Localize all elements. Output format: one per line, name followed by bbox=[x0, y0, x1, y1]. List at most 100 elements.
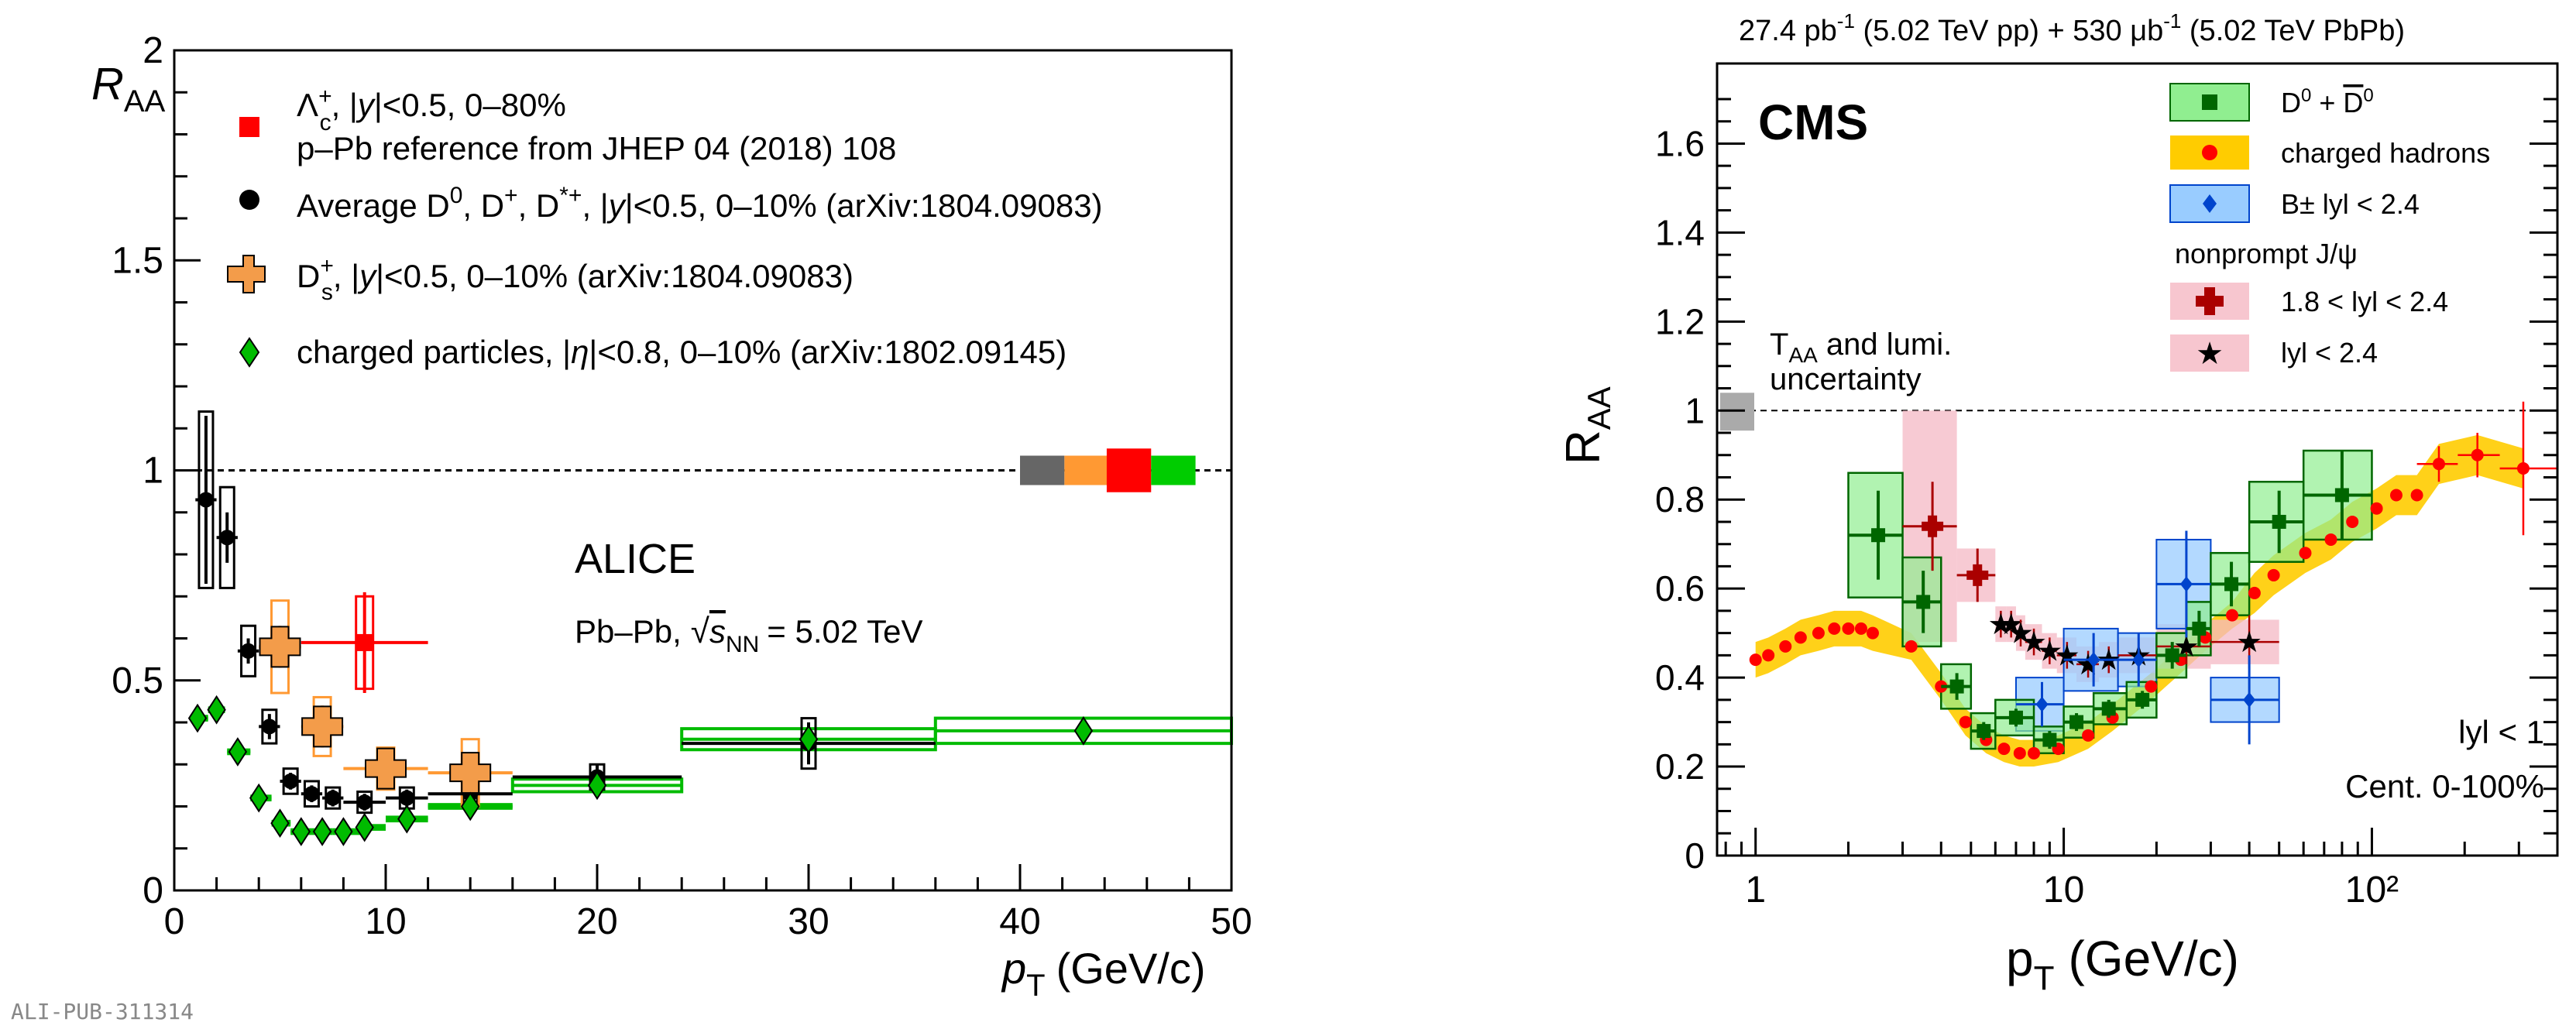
cms-charged-point bbox=[2145, 680, 2158, 693]
cms-bpm-point bbox=[2087, 652, 2100, 668]
alice-legend-lambdac-marker bbox=[239, 117, 259, 137]
alice-x-tick-label: 10 bbox=[365, 901, 406, 942]
alice-x-tick-label: 40 bbox=[999, 901, 1040, 942]
cms-legend-bpm-marker-dot bbox=[2203, 194, 2217, 213]
alice-legend-charged-label: charged particles, |η|<0.8, 0–10% (arXiv… bbox=[297, 334, 1066, 370]
cms-x-axis-label: pT (GeV/c) bbox=[2006, 931, 2239, 997]
cms-plot-frame bbox=[1716, 62, 2559, 857]
cms-y-tick-label: 1.6 bbox=[1655, 123, 1705, 163]
cms-d0-point bbox=[1871, 528, 1886, 543]
cms-jpsi-all-point: ★ bbox=[2054, 640, 2080, 672]
alice-charged-point bbox=[355, 812, 374, 842]
cms-legend-jpsi-header: nonprompt J/ψ bbox=[2175, 238, 2358, 269]
cms-x-tick-label: 10² bbox=[2345, 870, 2399, 911]
alice-charged-point bbox=[291, 817, 311, 846]
cms-legend: D0 + D0 charged hadrons B± lyl < 2.4 non… bbox=[2169, 83, 2490, 372]
alice-y-tick-label: 0.5 bbox=[112, 660, 163, 701]
alice-d-point bbox=[219, 530, 235, 546]
cms-charged-point bbox=[2082, 729, 2095, 742]
cms-charged-point bbox=[1866, 626, 1879, 640]
alice-experiment-label: ALICE bbox=[575, 536, 696, 582]
cms-y-tick-label: 1.2 bbox=[1655, 301, 1705, 341]
alice-norm-box bbox=[1106, 448, 1152, 492]
cms-taa-annotation-line2: uncertainty bbox=[1770, 362, 1922, 396]
alice-legend-average-d-label: Average D0, D+, D*+, |y|<0.5, 0–10% (arX… bbox=[297, 183, 1103, 224]
alice-charged-point bbox=[207, 695, 226, 725]
cms-d0-point bbox=[2224, 577, 2239, 592]
cms-charged-point bbox=[2028, 746, 2041, 760]
cms-luminosity-header: 27.4 pb-1 (5.02 TeV pp) + 530 μb-1 (5.02… bbox=[1739, 9, 2405, 47]
cms-legend-bpm-label: B± lyl < 2.4 bbox=[2281, 188, 2420, 220]
alice-legend-lambdac-label: Λ+ c, |y|<0.5, 0–80% bbox=[297, 84, 566, 135]
alice-charged-point bbox=[228, 737, 248, 767]
cms-charged-point bbox=[1959, 715, 1972, 729]
alice-y-tick-label: 0 bbox=[143, 870, 163, 911]
cms-bpm-point bbox=[2035, 696, 2049, 712]
alice-charged-point bbox=[334, 817, 353, 846]
cms-y-tick-label: 0.8 bbox=[1655, 479, 1705, 520]
alice-d-point bbox=[261, 719, 277, 735]
alice-y-tick-label: 1.5 bbox=[112, 240, 163, 281]
cms-charged-point bbox=[1812, 626, 1825, 640]
cms-jpsi-all-point: ★ bbox=[2236, 626, 2262, 659]
cms-bpm-point bbox=[2243, 691, 2256, 708]
cms-charged-point bbox=[2226, 609, 2239, 622]
cms-charged-point bbox=[2432, 458, 2445, 471]
alice-legend-charged-marker bbox=[239, 337, 260, 368]
alice-x-tick-label: 50 bbox=[1211, 901, 1252, 942]
cms-y-tick-label: 0.4 bbox=[1655, 657, 1705, 698]
alice-d-point bbox=[283, 773, 299, 789]
cms-experiment-label: CMS bbox=[1758, 94, 1868, 150]
alice-d-point bbox=[240, 643, 256, 659]
cms-d0-point bbox=[1949, 679, 1964, 694]
cms-charged-point bbox=[2516, 461, 2530, 475]
alice-y-axis-label: RAA bbox=[91, 59, 166, 118]
cms-charged-point bbox=[2370, 502, 2383, 515]
cms-y-tick-label: 0.6 bbox=[1655, 568, 1705, 609]
cms-y-axis-label: RAA bbox=[1557, 386, 1617, 465]
cms-jpsi-forward-point bbox=[1922, 515, 1944, 537]
cms-d0-point bbox=[1977, 724, 1991, 739]
cms-charged-point bbox=[2267, 568, 2280, 581]
alice-charged-point bbox=[249, 783, 269, 813]
cms-charged-point bbox=[2248, 586, 2261, 599]
cms-legend-charged-marker-dot bbox=[2202, 145, 2217, 160]
alice-d-point bbox=[399, 790, 415, 806]
alice-data-layer bbox=[174, 410, 1234, 846]
cms-charged-point bbox=[1854, 622, 1867, 635]
cms-legend-jpsi-all-marker bbox=[2170, 334, 2249, 372]
alice-charged-point bbox=[270, 808, 290, 839]
cms-rapidity-cut-label: lyl < 1 bbox=[2458, 714, 2544, 750]
cms-d0-point bbox=[2165, 648, 2179, 663]
cms-jpsi-all-point: ★ bbox=[2036, 636, 2063, 668]
cms-charged-point bbox=[2299, 547, 2312, 560]
cms-data-layer: ★★★★★★★★★★★ bbox=[1717, 393, 2557, 767]
alice-charged-point bbox=[799, 724, 819, 754]
cms-d0-point bbox=[2101, 701, 2116, 716]
cms-d0-point bbox=[2334, 488, 2349, 502]
cms-charged-point bbox=[2389, 489, 2403, 502]
cms-jpsi-forward-point bbox=[1966, 564, 1989, 586]
cms-axes: 1 10 10² 0 0.2 0.4 0.6 0.8 1 1.2 1.4 1.6 bbox=[1655, 98, 2559, 911]
cms-charged-point bbox=[1749, 653, 1762, 667]
alice-x-axis-label: pT (GeV/c) bbox=[1001, 944, 1206, 1003]
cms-jpsi-all-point: ★ bbox=[2075, 649, 2101, 681]
cms-charged-point bbox=[2410, 489, 2423, 502]
alice-norm-box bbox=[1064, 455, 1109, 485]
alice-axes: 0 10 20 30 40 50 0 0.5 1 1.5 2 bbox=[112, 30, 1252, 942]
alice-charged-point bbox=[461, 791, 480, 821]
cms-charged-point bbox=[1779, 640, 1792, 653]
cms-y-tick-label: 1 bbox=[1685, 390, 1705, 430]
alice-norm-box bbox=[1020, 455, 1065, 485]
cms-x-tick-label: 10 bbox=[2043, 870, 2084, 911]
figure-id-note: ALI-PUB-311314 bbox=[11, 999, 194, 1024]
alice-system-energy-label: Pb–Pb, √sNN = 5.02 TeV bbox=[575, 612, 923, 657]
cms-jpsi-all-point: ★ bbox=[2021, 626, 2047, 659]
cms-charged-point bbox=[1905, 640, 1918, 653]
alice-d-point bbox=[304, 786, 320, 802]
alice-x-tick-label: 0 bbox=[164, 901, 185, 942]
alice-ds-point bbox=[449, 752, 492, 794]
cms-charged-point bbox=[1762, 649, 1775, 662]
cms-charged-point bbox=[1842, 622, 1855, 635]
